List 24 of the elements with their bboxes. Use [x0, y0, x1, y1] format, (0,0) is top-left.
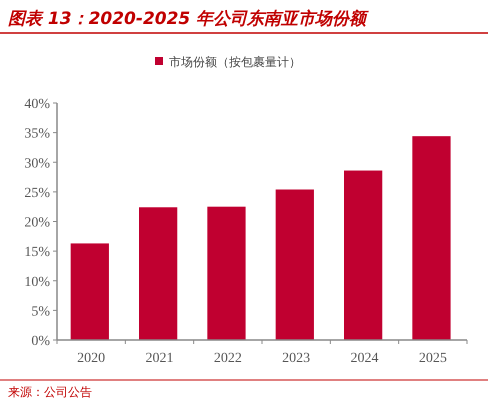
x-tick-label: 2022 [214, 351, 242, 366]
bar [276, 190, 314, 340]
x-tick-label: 2021 [146, 351, 174, 366]
legend-label: 市场份额（按包裹量计） [169, 55, 301, 69]
y-tick-label: 15% [24, 245, 50, 260]
y-tick-label: 25% [24, 186, 50, 201]
bar [70, 243, 109, 340]
bar [412, 136, 451, 340]
x-tick-label: 2023 [282, 351, 310, 366]
x-tick-label: 2025 [418, 351, 447, 366]
bar [207, 206, 246, 340]
x-tick-label: 2020 [77, 351, 106, 366]
y-tick-label: 30% [24, 156, 50, 172]
y-tick-label: 10% [24, 274, 50, 290]
y-tick-label: 40% [24, 97, 50, 112]
y-tick-label: 5% [31, 304, 50, 320]
source-note: 来源：公司公告 [8, 385, 92, 399]
x-tick-label: 2024 [350, 351, 378, 366]
bar [344, 170, 382, 340]
bar [139, 207, 178, 340]
y-tick-label: 20% [24, 216, 50, 230]
y-tick-label: 0% [31, 334, 50, 349]
chart-title: 图表 13：2020-2025 年公司东南亚市场份额 [8, 9, 370, 29]
y-tick-label: 35% [24, 126, 50, 142]
